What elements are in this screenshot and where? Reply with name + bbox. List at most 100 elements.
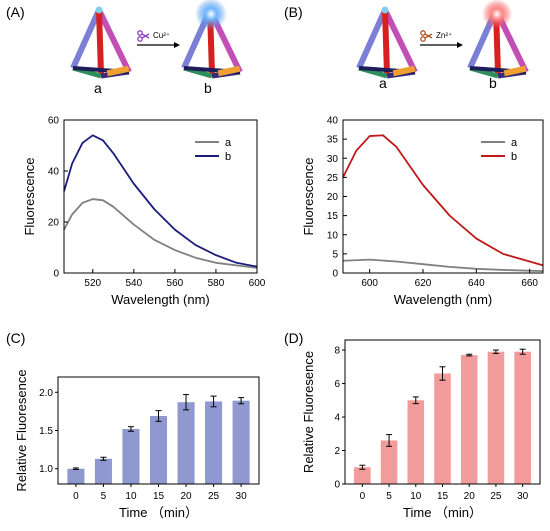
x-tick-label: 30 [517, 491, 529, 502]
scheme-a: a Cu²⁺ b [70, 0, 243, 96]
y-axis-label: Relative Fluoresence [14, 369, 29, 491]
y-axis-label: Fluorescence [22, 157, 37, 235]
y-tick-label: 10 [327, 230, 339, 241]
x-axis-label: Wavelength (nm) [111, 292, 210, 307]
x-tick-label: 20 [464, 491, 476, 502]
series-line-b [342, 134, 544, 267]
y-tick-label: 0 [334, 480, 340, 491]
x-tick-label: 620 [415, 278, 432, 289]
y-tick-label: 60 [48, 116, 60, 127]
bar [205, 401, 223, 484]
chart-a: 520 540 560 580 600 0 20 40 60 Wavelength (nm) Flu… [22, 116, 266, 308]
y-axis-label: Relative Fluoresence [301, 351, 316, 473]
chart-d: 0 5 10 15 20 25 30 0 2 4 6 8 Time （min） Relative Fluo… [301, 339, 541, 520]
scheme-a-ion: Cu²⁺ [153, 31, 170, 40]
tetrahedron-b-left [356, 6, 418, 79]
x-tick-label: 25 [490, 491, 502, 502]
y-tick-label: 20 [327, 192, 339, 203]
chart-b: 600 620 640 660 0 5 10 15 20 25 30 35 40 Wavelength (… [301, 116, 544, 307]
scissors-icon [420, 30, 433, 42]
panel-label-a: (A) [6, 4, 25, 20]
arrow-head-a [174, 42, 180, 48]
bar [487, 351, 505, 484]
scheme-a-left-label: a [94, 80, 102, 96]
y-tick-label: 2.0 [39, 388, 53, 399]
x-tick-label: 30 [236, 491, 248, 502]
y-tick-label: 25 [327, 173, 339, 184]
glow-icon-blue [195, 0, 227, 30]
y-tick-label: 1.5 [39, 426, 53, 437]
x-tick-label: 20 [180, 491, 192, 502]
y-tick-label: 40 [48, 167, 60, 178]
bar [460, 355, 478, 484]
x-tick-label: 10 [410, 491, 422, 502]
x-tick-label: 25 [208, 491, 220, 502]
y-tick-label: 8 [334, 346, 340, 357]
bar [67, 468, 85, 484]
y-axis-label: Fluorescence [301, 157, 316, 235]
bar [94, 458, 112, 484]
panel-label-d: (D) [284, 330, 303, 346]
x-tick-label: 600 [361, 278, 378, 289]
x-axis-label: Time （min） [403, 505, 482, 520]
arrow-head-b [457, 42, 463, 48]
x-tick-label: 580 [208, 278, 225, 289]
bar [149, 415, 168, 484]
x-tick-label: 540 [125, 278, 142, 289]
series-line-a [342, 258, 544, 272]
y-tick-label: 1.0 [39, 464, 53, 475]
plot-frame [63, 119, 258, 274]
bar [232, 400, 250, 484]
series-line-a [63, 198, 258, 269]
x-tick-label: 5 [101, 491, 107, 502]
y-tick-label: 5 [332, 249, 338, 260]
y-tick-label: 20 [48, 218, 60, 229]
bar [434, 373, 451, 484]
legend-label-a: a [511, 137, 518, 149]
x-tick-label: 15 [437, 491, 449, 502]
y-tick-label: 6 [334, 379, 340, 390]
tetrahedron-a-left [70, 6, 132, 79]
x-tick-label: 0 [360, 491, 366, 502]
scheme-b-ion: Zn²⁺ [436, 31, 452, 40]
x-axis-label: Time （min） [119, 505, 198, 520]
scheme-b-left-label: a [379, 75, 387, 91]
scheme-b-right-label: b [489, 75, 497, 91]
plot-frame [344, 339, 541, 485]
x-tick-label: 600 [249, 278, 266, 289]
y-tick-label: 35 [327, 135, 339, 146]
x-tick-label: 520 [84, 278, 101, 289]
y-tick-label: 15 [327, 211, 339, 222]
y-tick-label: 30 [327, 154, 339, 165]
chart-c: 0 5 10 15 20 25 30 1.0 1.5 2.0 Time （min） Relative … [14, 369, 260, 520]
glow-icon-red [482, 0, 512, 29]
scheme-a-right-label: b [204, 80, 212, 96]
legend-label-b: b [225, 151, 231, 163]
x-tick-label: 560 [167, 278, 184, 289]
bar [514, 351, 531, 484]
x-tick-label: 0 [73, 491, 79, 502]
y-tick-label: 4 [334, 413, 340, 424]
panel-label-c: (C) [6, 330, 25, 346]
y-tick-label: 40 [327, 116, 339, 127]
bar [380, 440, 398, 484]
y-tick-label: 0 [53, 269, 59, 280]
bar [122, 428, 140, 484]
x-tick-label: 660 [521, 278, 538, 289]
panel-label-b: (B) [284, 4, 303, 20]
bar [177, 402, 195, 484]
y-tick-label: 2 [334, 446, 340, 457]
x-tick-label: 15 [153, 491, 165, 502]
y-tick-label: 0 [332, 269, 338, 280]
x-tick-label: 640 [468, 278, 485, 289]
scissors-icon [137, 30, 150, 42]
x-tick-label: 10 [125, 491, 137, 502]
legend-label-b: b [511, 151, 517, 163]
scheme-b: a Zn²⁺ b [356, 0, 529, 91]
series-line-b [63, 134, 258, 268]
x-tick-label: 5 [386, 491, 392, 502]
bar [354, 467, 371, 484]
legend-label-a: a [225, 137, 232, 149]
bar [407, 400, 425, 484]
